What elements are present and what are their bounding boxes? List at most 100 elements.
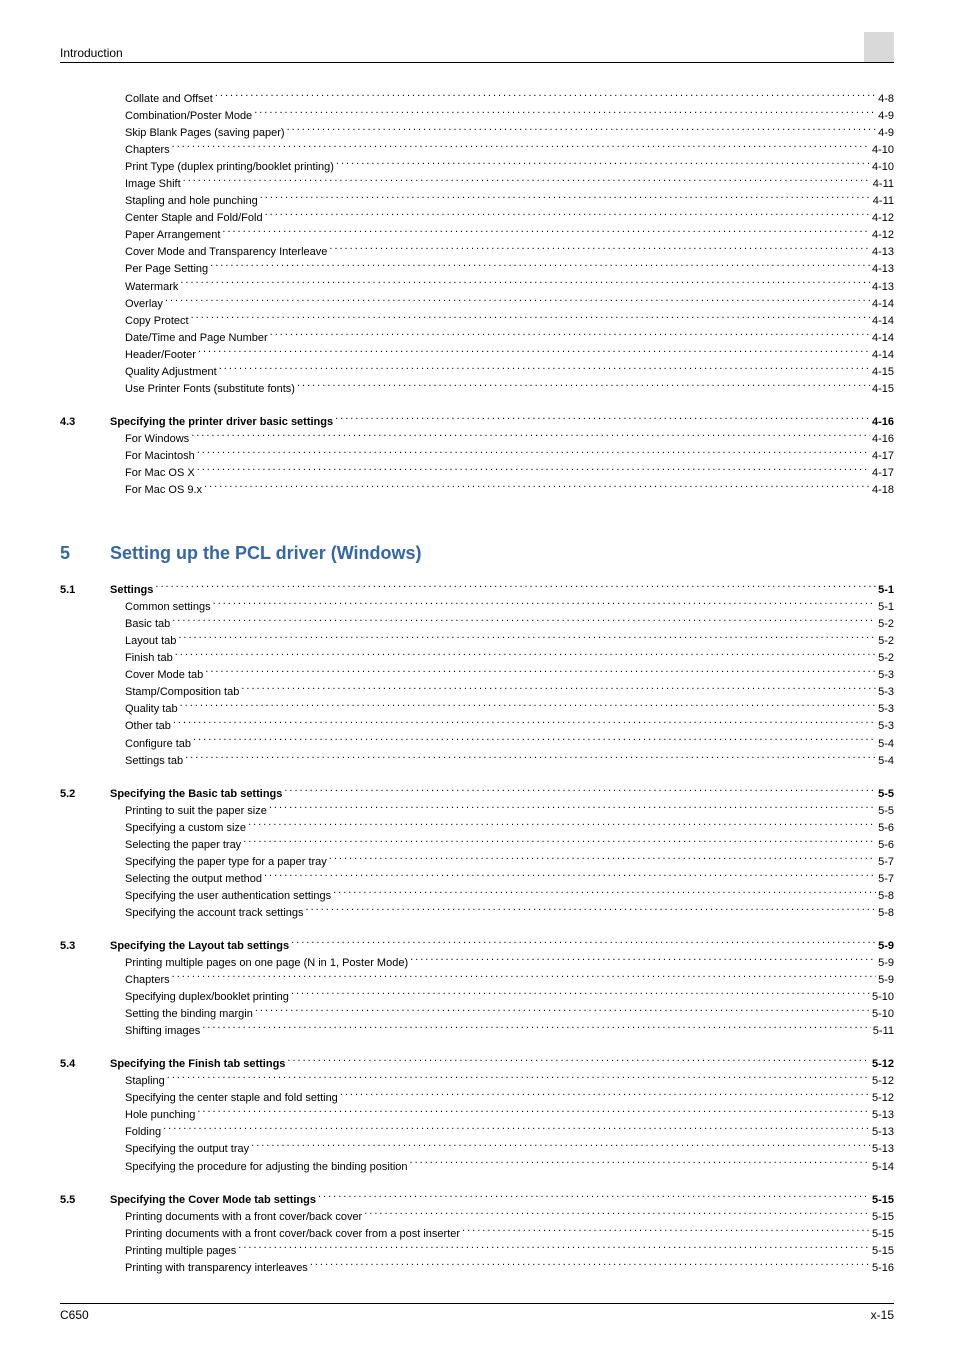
toc-page: 5-12 xyxy=(872,1090,894,1107)
toc-leader xyxy=(183,176,871,187)
toc-page: 4-16 xyxy=(872,431,894,448)
toc-leader xyxy=(213,599,877,610)
toc-leader xyxy=(254,108,876,119)
toc-page: 4-12 xyxy=(872,227,894,244)
toc-item-row: Image Shift4-11 xyxy=(125,176,894,193)
toc-item-row: Printing documents with a front cover/ba… xyxy=(125,1209,894,1226)
toc-item-row: Combination/Poster Mode4-9 xyxy=(125,108,894,125)
toc-label: Overlay xyxy=(125,296,163,313)
toc-leader xyxy=(238,1243,870,1254)
toc-block-5-1: 5.1Settings 5-1Common settings5-1Basic t… xyxy=(125,582,894,770)
toc-label: Skip Blank Pages (saving paper) xyxy=(125,125,285,142)
toc-item-row: Stapling and hole punching4-11 xyxy=(125,193,894,210)
toc-label: Printing to suit the paper size xyxy=(125,803,267,820)
section-number: 4.3 xyxy=(60,414,110,431)
toc-leader xyxy=(210,261,870,272)
toc-leader xyxy=(269,803,876,814)
toc-label: Watermark xyxy=(125,279,178,296)
toc-page: 5-1 xyxy=(878,599,894,616)
toc-label: Shifting images xyxy=(125,1023,200,1040)
section-number: 5.2 xyxy=(60,786,110,803)
toc-label: Cover Mode tab xyxy=(125,667,203,684)
toc-label: Print Type (duplex printing/booklet prin… xyxy=(125,159,334,176)
toc-item-row: Watermark 4-13 xyxy=(125,279,894,296)
toc-label: Collate and Offset xyxy=(125,91,213,108)
toc-label: Specifying the Finish tab settings xyxy=(110,1056,285,1073)
toc-leader xyxy=(198,347,870,358)
toc-leader xyxy=(329,244,870,255)
toc-page: 4-13 xyxy=(872,244,894,261)
toc-leader xyxy=(172,142,870,153)
toc-page: 5-10 xyxy=(872,989,894,1006)
toc-leader xyxy=(215,91,876,102)
page-footer: C650 x-15 xyxy=(60,1303,894,1322)
toc-leader xyxy=(255,1006,870,1017)
toc-page: 5-3 xyxy=(878,667,894,684)
toc-item-row: Selecting the paper tray5-6 xyxy=(125,837,894,854)
toc-label: Specifying the procedure for adjusting t… xyxy=(125,1159,408,1176)
header-box xyxy=(864,32,894,62)
toc-page: 5-10 xyxy=(872,1006,894,1023)
chapter-number: 5 xyxy=(60,543,110,564)
toc-leader xyxy=(180,279,870,290)
toc-item-row: Folding5-13 xyxy=(125,1124,894,1141)
toc-item-row: Finish tab 5-2 xyxy=(125,650,894,667)
toc-label: For Windows xyxy=(125,431,189,448)
toc-leader xyxy=(172,616,876,627)
toc-label: Settings tab xyxy=(125,753,183,770)
toc-page: 5-11 xyxy=(873,1023,894,1040)
toc-label: Printing multiple pages on one page (N i… xyxy=(125,955,408,972)
toc-item-row: Printing documents with a front cover/ba… xyxy=(125,1226,894,1243)
toc-label: Chapters xyxy=(125,972,170,989)
toc-leader xyxy=(193,736,876,747)
toc-item-row: Chapters4-10 xyxy=(125,142,894,159)
toc-page: 5-2 xyxy=(878,650,894,667)
toc-leader xyxy=(191,313,870,324)
toc-page: 4-14 xyxy=(872,296,894,313)
page-header: Introduction xyxy=(60,32,894,63)
toc-item-row: Print Type (duplex printing/booklet prin… xyxy=(125,159,894,176)
toc-leader xyxy=(241,684,876,695)
toc-leader xyxy=(219,364,870,375)
toc-item-row: Stamp/Composition tab 5-3 xyxy=(125,684,894,701)
toc-label: Paper Arrangement xyxy=(125,227,220,244)
toc-label: Stamp/Composition tab xyxy=(125,684,239,701)
toc-block-5-5: 5.5Specifying the Cover Mode tab setting… xyxy=(125,1192,894,1277)
toc-heading-row: 5.3Specifying the Layout tab settings 5-… xyxy=(125,938,894,955)
toc-leader xyxy=(197,465,870,476)
section-number: 5.5 xyxy=(60,1192,110,1209)
toc-heading-row: 5.2Specifying the Basic tab settings 5-5 xyxy=(125,786,894,803)
toc-heading-row: 5.1Settings 5-1 xyxy=(125,582,894,599)
toc-leader xyxy=(297,381,870,392)
toc-page: 5-2 xyxy=(878,616,894,633)
toc-label: Image Shift xyxy=(125,176,181,193)
toc-item-row: Collate and Offset4-8 xyxy=(125,91,894,108)
toc-page: 4-11 xyxy=(873,193,894,210)
toc-item-row: Basic tab5-2 xyxy=(125,616,894,633)
toc-label: Specifying duplex/booklet printing xyxy=(125,989,289,1006)
toc-page: 5-9 xyxy=(878,972,894,989)
toc-label: Printing documents with a front cover/ba… xyxy=(125,1226,460,1243)
toc-page: 5-3 xyxy=(878,684,894,701)
toc-leader xyxy=(185,753,876,764)
toc-leader xyxy=(260,193,871,204)
toc-item-row: Printing multiple pages on one page (N i… xyxy=(125,955,894,972)
toc-item-row: Shifting images 5-11 xyxy=(125,1023,894,1040)
toc-leader xyxy=(251,1141,870,1152)
toc-page: 4-14 xyxy=(872,330,894,347)
toc-block-5-2: 5.2Specifying the Basic tab settings 5-5… xyxy=(125,786,894,922)
toc-item-row: Skip Blank Pages (saving paper)4-9 xyxy=(125,125,894,142)
toc-leader xyxy=(243,837,876,848)
toc-page: 4-17 xyxy=(872,465,894,482)
toc-page: 4-13 xyxy=(872,279,894,296)
toc-item-row: Center Staple and Fold/Fold4-12 xyxy=(125,210,894,227)
toc-item-row: Paper Arrangement 4-12 xyxy=(125,227,894,244)
toc-page: 5-9 xyxy=(878,955,894,972)
toc-label: Use Printer Fonts (substitute fonts) xyxy=(125,381,295,398)
toc-label: Specifying the account track settings xyxy=(125,905,304,922)
toc-item-row: Use Printer Fonts (substitute fonts)4-15 xyxy=(125,381,894,398)
toc-item-row: Specifying the procedure for adjusting t… xyxy=(125,1159,894,1176)
toc-item-row: Specifying the center staple and fold se… xyxy=(125,1090,894,1107)
toc-label: Finish tab xyxy=(125,650,173,667)
toc-leader xyxy=(306,905,877,916)
